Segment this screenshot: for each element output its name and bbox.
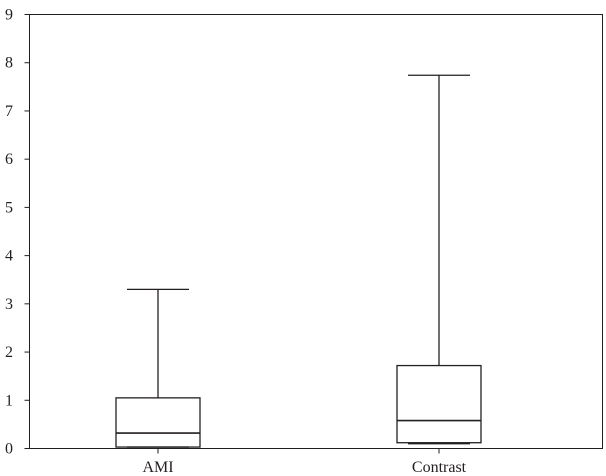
y-tick-label-3: 3 <box>5 296 13 313</box>
y-tick-label-6: 6 <box>5 151 13 168</box>
box-iqr-contrast <box>396 364 482 444</box>
y-tick-label-1: 1 <box>5 392 13 409</box>
box-ami <box>115 288 201 448</box>
y-tick-label-2: 2 <box>5 344 13 361</box>
y-tick-label-9: 9 <box>5 7 13 24</box>
y-tick-label-4: 4 <box>5 248 13 265</box>
box-iqr-ami <box>115 397 201 448</box>
plot-frame <box>29 14 603 449</box>
x-category-label-contrast: Contrast <box>412 459 467 476</box>
y-tick-label-7: 7 <box>5 103 13 120</box>
y-tick-label-0: 0 <box>5 441 13 458</box>
box-contrast <box>396 74 482 445</box>
boxes <box>115 74 482 448</box>
y-tick-label-5: 5 <box>5 199 13 216</box>
x-axis: AMI Contrast <box>142 448 467 476</box>
y-tick-label-8: 8 <box>5 55 13 72</box>
y-axis: 0 1 2 3 4 5 6 7 8 9 <box>5 7 30 458</box>
x-category-label-ami: AMI <box>142 459 173 476</box>
